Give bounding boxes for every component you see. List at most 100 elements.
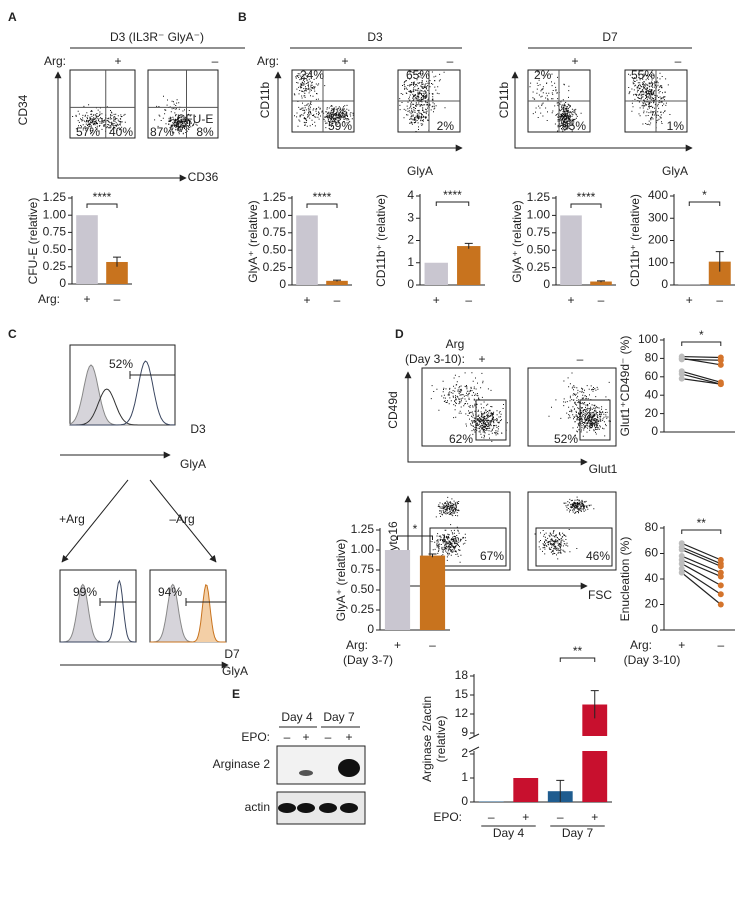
tag: D7 xyxy=(224,647,240,661)
significance-bracket xyxy=(559,657,596,662)
group-title: D7 xyxy=(602,30,618,44)
y-tick-label: 0 xyxy=(279,277,286,291)
pair-point xyxy=(678,371,685,378)
y-axis-label: CFU-E (relative) xyxy=(26,198,40,285)
percent: 1% xyxy=(667,119,685,133)
y-tick-label: 1 xyxy=(407,255,414,269)
y-axis-label: Arginase 2/actin xyxy=(420,696,434,782)
significance: **** xyxy=(93,190,112,204)
axis-label: GlyA xyxy=(180,457,206,471)
group-label: Day 4 xyxy=(493,826,525,840)
y-tick-label: 20 xyxy=(645,597,659,611)
x-tick-label: – xyxy=(465,293,472,307)
condition: – xyxy=(212,54,219,68)
y-tick-label: 1.00 xyxy=(263,208,287,222)
bar xyxy=(457,246,481,285)
condition: + xyxy=(341,54,348,68)
percent: 46% xyxy=(586,549,610,563)
y-tick-label: 0.25 xyxy=(527,260,551,274)
pair-line xyxy=(681,378,721,385)
pair-line xyxy=(681,542,722,561)
x-tick-label: – xyxy=(598,293,605,307)
y-axis-label: GlyA⁺ (relative) xyxy=(334,539,348,621)
y-tick-label: 0 xyxy=(651,424,658,438)
bar xyxy=(708,261,731,285)
y-tick-label: 40 xyxy=(645,571,659,585)
pair-point xyxy=(678,375,685,382)
percent: 99% xyxy=(73,585,97,599)
significance-bracket xyxy=(681,341,722,346)
arrow-label: –Arg xyxy=(169,512,194,526)
pair-line xyxy=(681,373,721,385)
y-tick-label: 0.50 xyxy=(527,242,551,256)
axis-arrow xyxy=(274,71,463,152)
y-tick-label: 0.50 xyxy=(43,242,67,256)
y-tick-label: 18 xyxy=(455,668,469,682)
pair-line xyxy=(681,546,722,565)
histogram-frame xyxy=(59,569,137,643)
percent: 87% xyxy=(150,125,174,139)
pair-point xyxy=(678,546,685,553)
y-tick-label: 0.75 xyxy=(527,225,551,239)
y-tick-label: 0.75 xyxy=(351,562,375,576)
pair-point xyxy=(678,560,685,567)
flow-arrow xyxy=(61,479,129,563)
pair-point xyxy=(717,582,724,589)
pair-line xyxy=(681,568,722,595)
pair-point xyxy=(678,569,685,576)
error-bar xyxy=(428,553,437,558)
y-tick-label: 0 xyxy=(367,622,374,636)
x-tick-label: – xyxy=(334,293,341,307)
band-label: Arginase 2 xyxy=(213,757,271,771)
axis-label: CD36 xyxy=(188,170,219,184)
pair-line xyxy=(681,563,722,586)
error-bar xyxy=(715,251,724,272)
x-tick-label: + xyxy=(686,293,693,307)
panel-letter: E xyxy=(232,687,240,701)
tag: D3 xyxy=(190,422,206,436)
significance-bracket xyxy=(86,203,118,208)
pair-line xyxy=(681,559,722,578)
histogram-curve xyxy=(60,579,136,643)
y-tick-label: 0 xyxy=(651,622,658,636)
day-label: Day 7 xyxy=(323,710,355,724)
bar xyxy=(424,262,448,285)
pair-point xyxy=(717,361,724,368)
pair-line xyxy=(681,572,722,605)
gate-label: CFU-E xyxy=(177,112,214,126)
axis-label: GlyA xyxy=(222,664,248,678)
x-tick-label: + xyxy=(591,810,598,824)
y-tick-label: 1.00 xyxy=(351,542,375,556)
significance-bracket xyxy=(688,201,721,206)
percent: 8% xyxy=(196,125,214,139)
significance-bracket xyxy=(435,201,470,206)
pair-line xyxy=(681,370,721,383)
condition: – xyxy=(577,352,584,366)
row-label: EPO: xyxy=(241,730,270,744)
x-tick-label: – xyxy=(488,810,495,824)
significance: * xyxy=(699,328,704,342)
condition: + xyxy=(571,54,578,68)
significance: **** xyxy=(443,188,462,202)
x-tick-label: + xyxy=(678,638,685,652)
axis-label: CD49d xyxy=(386,391,400,428)
histogram-curve xyxy=(60,583,136,643)
percent: 59% xyxy=(328,119,352,133)
percent: 65% xyxy=(406,68,430,82)
percent: 94% xyxy=(158,585,182,599)
axis-label: CD11b xyxy=(497,81,511,118)
y-axis-label: GlyA⁺ (relative) xyxy=(246,200,260,282)
row-label: Arg: xyxy=(346,638,368,652)
panel-letter: B xyxy=(238,10,247,24)
panel-letter: D xyxy=(395,327,404,341)
pair-line xyxy=(681,358,721,361)
axis-label: GlyA xyxy=(662,164,688,178)
percent: 57% xyxy=(76,125,100,139)
y-tick-label: 15 xyxy=(455,687,469,701)
y-tick-label: 1.25 xyxy=(351,522,375,536)
row-label: Arg xyxy=(446,337,465,351)
y-axis-label: CD11b⁺ (relative) xyxy=(374,194,388,287)
condition: + xyxy=(114,54,121,68)
axis-arrow xyxy=(404,371,588,466)
